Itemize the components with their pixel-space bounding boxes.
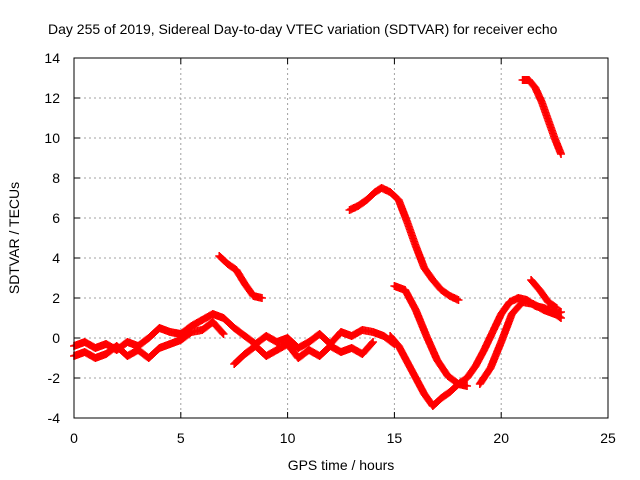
y-tick-label: 14 (44, 50, 60, 66)
grid-layer (74, 58, 608, 418)
y-tick-label: 12 (44, 90, 60, 106)
data-point (557, 150, 566, 158)
data-point (368, 339, 377, 348)
tick-layer: 0 5 10 15 20 25 -4 -2 0 2 4 6 8 10 12 14 (44, 50, 616, 446)
series-track-10 (527, 276, 561, 312)
series-track-5 (345, 184, 463, 304)
plot-border (73, 57, 609, 419)
data-point (552, 304, 561, 312)
series-track-8 (475, 298, 566, 388)
data-point (463, 382, 472, 390)
data-point (369, 338, 378, 346)
x-tick-label: 10 (280, 430, 296, 446)
data-point (557, 308, 566, 316)
series-track-1 (70, 310, 399, 354)
x-tick-label: 20 (493, 430, 509, 446)
data-point (219, 330, 228, 338)
data-point (257, 294, 266, 302)
series-track-3 (230, 338, 378, 368)
x-tick-label: 15 (387, 430, 403, 446)
y-axis-label: SDTVAR / TECUs (6, 182, 22, 294)
y-tick-label: -2 (48, 370, 61, 386)
data-point (218, 328, 227, 337)
data-point (454, 296, 463, 304)
series-track-9 (518, 76, 566, 158)
y-tick-label: 6 (52, 210, 60, 226)
data-point (551, 303, 560, 312)
x-axis-label: GPS time / hours (288, 457, 395, 473)
y-tick-label: 4 (52, 250, 60, 266)
x-tick-label: 25 (600, 430, 616, 446)
series-track-2 (70, 318, 228, 362)
data-layer (70, 76, 566, 410)
series-track-4 (215, 252, 266, 302)
y-tick-label: 10 (44, 130, 60, 146)
x-tick-label: 5 (177, 430, 185, 446)
x-tick-label: 0 (70, 430, 78, 446)
y-tick-label: 2 (52, 290, 60, 306)
y-tick-label: 8 (52, 170, 60, 186)
y-tick-label: 0 (52, 330, 60, 346)
chart-title: Day 255 of 2019, Sidereal Day-to-day VTE… (48, 21, 558, 37)
y-tick-label: -4 (48, 410, 61, 426)
